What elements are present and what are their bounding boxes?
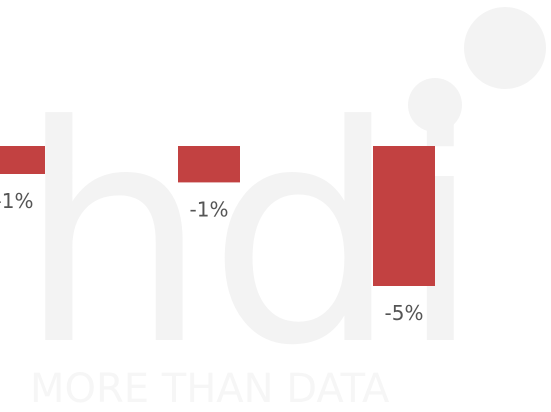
bar [178,146,240,183]
bar [0,146,45,174]
watermark-dot [464,7,546,89]
watermark: hdi MORE THAN DATA [18,7,546,412]
value-label: -1% [0,189,33,213]
value-label: -5% [385,301,424,325]
bar [373,146,435,286]
watermark-dot [408,78,462,132]
value-label: -1% [190,197,229,221]
watermark-tagline: MORE THAN DATA [30,366,390,412]
